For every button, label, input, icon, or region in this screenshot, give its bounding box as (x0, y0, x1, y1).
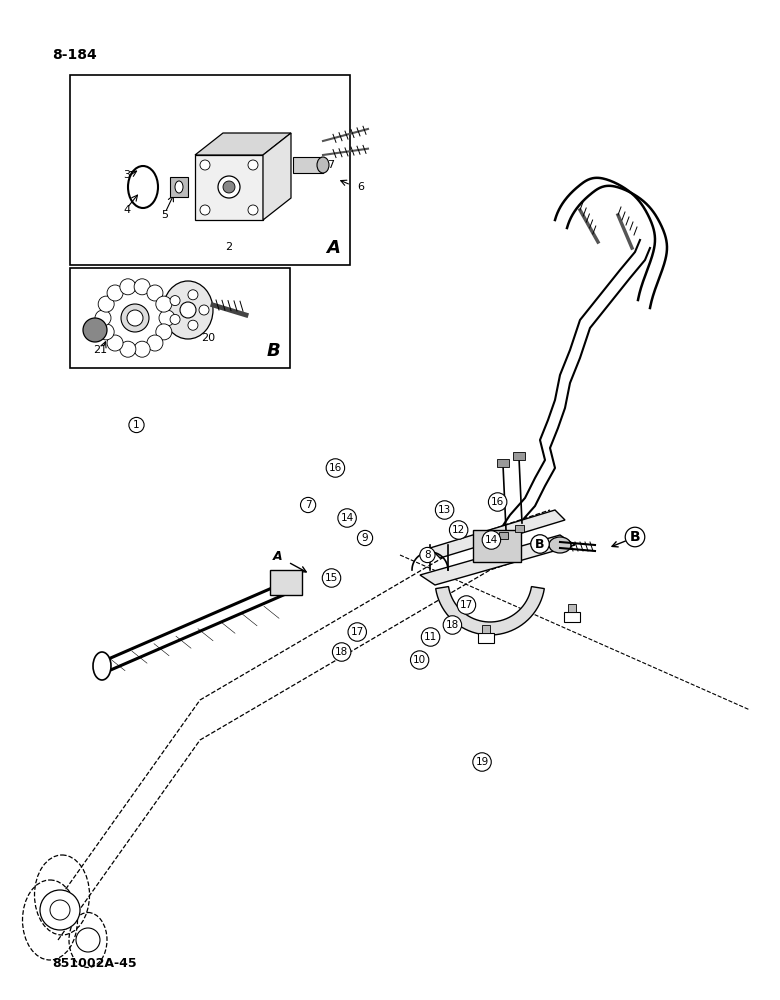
Circle shape (95, 310, 111, 326)
Text: 14: 14 (485, 535, 498, 545)
Circle shape (98, 324, 114, 340)
Text: 3: 3 (123, 170, 130, 180)
Circle shape (200, 160, 210, 170)
Circle shape (120, 279, 136, 295)
Polygon shape (263, 133, 291, 220)
Circle shape (107, 285, 123, 301)
Bar (473, 530, 521, 562)
Bar (568, 604, 576, 612)
Polygon shape (430, 510, 565, 558)
Circle shape (156, 296, 172, 312)
Circle shape (83, 318, 107, 342)
Text: 4: 4 (123, 205, 130, 215)
Text: A: A (326, 239, 340, 257)
Text: 6: 6 (357, 182, 364, 192)
Bar (478, 633, 494, 643)
Circle shape (188, 320, 198, 330)
Bar (515, 525, 524, 532)
Circle shape (134, 341, 150, 357)
Circle shape (218, 176, 240, 198)
Circle shape (40, 890, 80, 930)
Circle shape (170, 314, 180, 324)
Text: 7: 7 (305, 500, 311, 510)
Circle shape (188, 290, 198, 300)
Text: 11: 11 (424, 632, 437, 642)
Text: 8: 8 (424, 550, 431, 560)
Circle shape (120, 341, 136, 357)
Text: 17: 17 (351, 627, 363, 637)
Text: 21: 21 (93, 345, 107, 355)
Circle shape (121, 304, 149, 332)
Text: B: B (629, 530, 640, 544)
Circle shape (127, 310, 143, 326)
Text: 12: 12 (452, 525, 465, 535)
Bar (70, 75, 350, 265)
Text: 14: 14 (341, 513, 353, 523)
Ellipse shape (175, 181, 183, 193)
Text: 5: 5 (161, 210, 168, 220)
Circle shape (180, 302, 196, 318)
Circle shape (223, 181, 235, 193)
Polygon shape (420, 535, 575, 585)
Circle shape (147, 285, 163, 301)
Bar (499, 532, 508, 539)
Bar (293, 157, 323, 173)
Circle shape (248, 205, 258, 215)
Text: 851002A-45: 851002A-45 (52, 957, 136, 970)
Text: A: A (273, 550, 283, 562)
Ellipse shape (93, 652, 111, 680)
Bar (170, 177, 188, 197)
Bar (564, 612, 580, 622)
Circle shape (200, 205, 210, 215)
Circle shape (170, 296, 180, 306)
Text: 7: 7 (328, 160, 335, 170)
Text: 2: 2 (225, 242, 232, 252)
Text: 8-184: 8-184 (52, 48, 97, 62)
Text: 9: 9 (362, 533, 368, 543)
Circle shape (199, 305, 209, 315)
Ellipse shape (163, 281, 213, 339)
Text: 15: 15 (325, 573, 338, 583)
Polygon shape (195, 133, 291, 155)
Bar (70, 268, 290, 368)
Bar (270, 570, 302, 595)
Text: 10: 10 (413, 655, 426, 665)
Ellipse shape (317, 157, 329, 173)
Text: 16: 16 (329, 463, 342, 473)
Circle shape (147, 335, 163, 351)
Polygon shape (195, 155, 263, 220)
Ellipse shape (549, 537, 571, 553)
Bar (497, 459, 509, 467)
Text: 16: 16 (491, 497, 504, 507)
Text: B: B (535, 538, 544, 550)
Text: 1: 1 (133, 420, 140, 430)
Text: 19: 19 (476, 757, 488, 767)
Bar (482, 625, 490, 633)
Polygon shape (436, 587, 544, 635)
Circle shape (107, 335, 123, 351)
Text: 18: 18 (335, 647, 348, 657)
Text: 18: 18 (446, 620, 459, 630)
Circle shape (134, 279, 150, 295)
Circle shape (248, 160, 258, 170)
Text: 20: 20 (201, 333, 215, 343)
Circle shape (159, 310, 175, 326)
Circle shape (98, 296, 114, 312)
Text: 13: 13 (438, 505, 451, 515)
Text: 17: 17 (460, 600, 473, 610)
Bar (513, 452, 525, 460)
Circle shape (156, 324, 172, 340)
Text: B: B (266, 342, 280, 360)
Circle shape (76, 928, 100, 952)
